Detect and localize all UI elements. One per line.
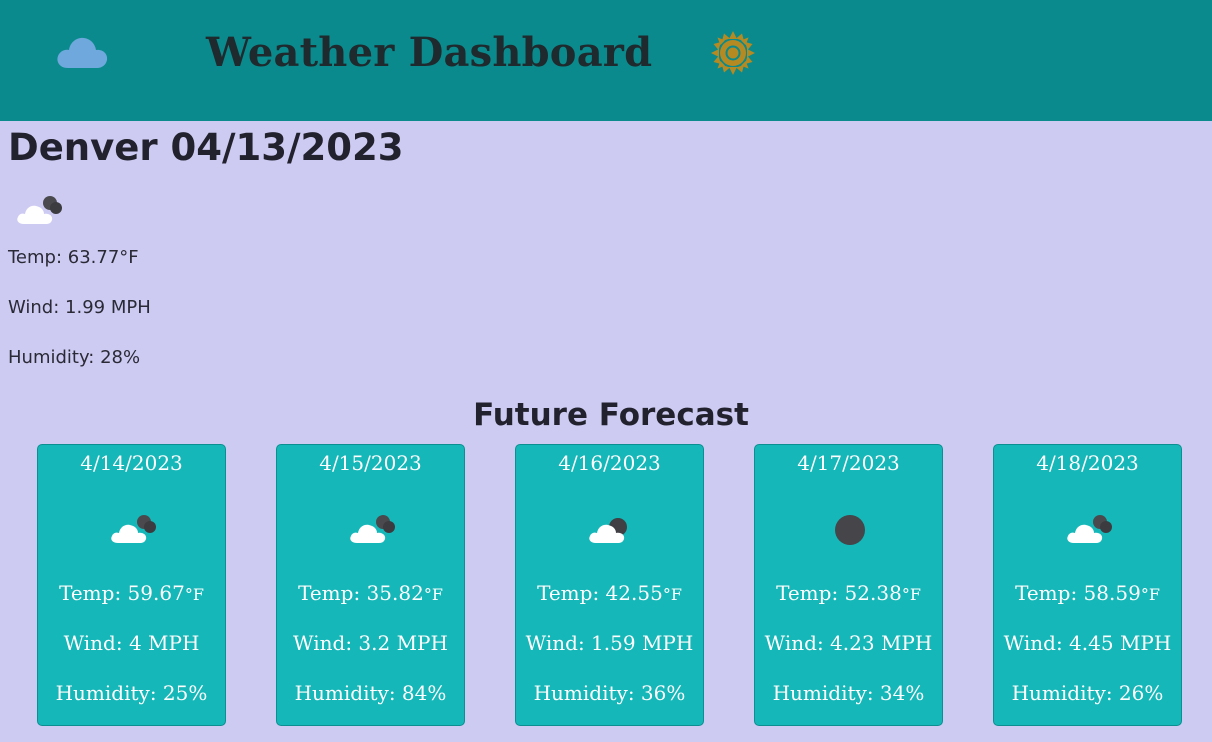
current-city-date: Denver 04/13/2023 — [8, 126, 404, 169]
forecast-date: 4/17/2023 — [797, 451, 900, 475]
sun-icon[interactable] — [710, 30, 756, 76]
forecast-temp: Temp: 52.38°F — [776, 581, 921, 605]
forecast-humidity: Humidity: 34% — [772, 681, 925, 705]
forecast-card: 4/17/2023 Temp: 52.38°F Wind: 4.23 MPH H… — [754, 444, 943, 726]
forecast-temp: Temp: 35.82°F — [298, 581, 443, 605]
forecast-card: 4/14/2023 Temp: 59.67°F Wind: 4 MPH Humi… — [37, 444, 226, 726]
app-title: Weather Dashboard — [206, 29, 653, 76]
forecast-wind: Wind: 1.59 MPH — [525, 631, 694, 655]
moon-icon — [835, 515, 865, 545]
forecast-wind: Wind: 3.2 MPH — [293, 631, 448, 655]
forecast-humidity: Humidity: 36% — [533, 681, 686, 705]
forecast-title: Future Forecast — [473, 397, 749, 433]
forecast-date: 4/16/2023 — [558, 451, 661, 475]
forecast-date: 4/15/2023 — [319, 451, 422, 475]
cloud-moon-icon — [350, 515, 395, 543]
forecast-temp: Temp: 58.59°F — [1015, 581, 1160, 605]
cloud-moon-icon — [1067, 515, 1112, 543]
current-humidity: Humidity: 28% — [8, 347, 141, 368]
forecast-wind: Wind: 4 MPH — [63, 631, 200, 655]
cloud-moon-icon — [111, 515, 156, 543]
forecast-card: 4/16/2023 Temp: 42.55°F Wind: 1.59 MPH H… — [515, 444, 704, 726]
forecast-humidity: Humidity: 26% — [1011, 681, 1164, 705]
forecast-card: 4/18/2023 Temp: 58.59°F Wind: 4.45 MPH H… — [993, 444, 1182, 726]
forecast-temp: Temp: 42.55°F — [537, 581, 682, 605]
forecast-humidity: Humidity: 84% — [294, 681, 447, 705]
cloud-moon-icon — [589, 518, 627, 543]
forecast-wind: Wind: 4.23 MPH — [764, 631, 933, 655]
app-header: Weather Dashboard — [0, 0, 1212, 121]
forecast-card: 4/15/2023 Temp: 35.82°F Wind: 3.2 MPH Hu… — [276, 444, 465, 726]
forecast-wind: Wind: 4.45 MPH — [1003, 631, 1172, 655]
current-wind: Wind: 1.99 MPH — [8, 297, 151, 318]
forecast-humidity: Humidity: 25% — [55, 681, 208, 705]
forecast-date: 4/14/2023 — [80, 451, 183, 475]
current-temp: Temp: 63.77°F — [8, 247, 139, 268]
cloud-moon-icon — [17, 196, 62, 224]
forecast-temp: Temp: 59.67°F — [59, 581, 204, 605]
forecast-date: 4/18/2023 — [1036, 451, 1139, 475]
cloud-icon — [57, 37, 108, 68]
